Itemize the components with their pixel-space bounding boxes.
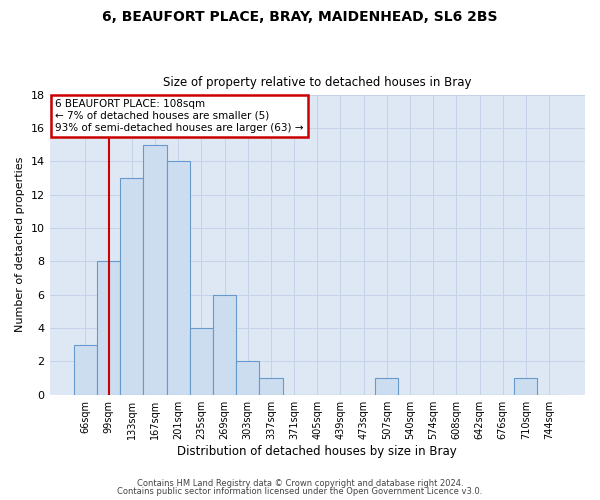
Bar xyxy=(74,344,97,395)
Bar xyxy=(97,262,120,394)
Bar xyxy=(143,145,167,394)
Text: 6, BEAUFORT PLACE, BRAY, MAIDENHEAD, SL6 2BS: 6, BEAUFORT PLACE, BRAY, MAIDENHEAD, SL6… xyxy=(102,10,498,24)
Title: Size of property relative to detached houses in Bray: Size of property relative to detached ho… xyxy=(163,76,472,90)
Y-axis label: Number of detached properties: Number of detached properties xyxy=(15,157,25,332)
Bar xyxy=(167,162,190,394)
Bar xyxy=(375,378,398,394)
Text: 6 BEAUFORT PLACE: 108sqm
← 7% of detached houses are smaller (5)
93% of semi-det: 6 BEAUFORT PLACE: 108sqm ← 7% of detache… xyxy=(55,100,304,132)
Text: Contains public sector information licensed under the Open Government Licence v3: Contains public sector information licen… xyxy=(118,487,482,496)
Bar xyxy=(514,378,538,394)
Text: Contains HM Land Registry data © Crown copyright and database right 2024.: Contains HM Land Registry data © Crown c… xyxy=(137,478,463,488)
Bar xyxy=(213,294,236,394)
Bar xyxy=(120,178,143,394)
Bar xyxy=(259,378,283,394)
Bar xyxy=(190,328,213,394)
X-axis label: Distribution of detached houses by size in Bray: Distribution of detached houses by size … xyxy=(178,444,457,458)
Bar xyxy=(236,362,259,394)
